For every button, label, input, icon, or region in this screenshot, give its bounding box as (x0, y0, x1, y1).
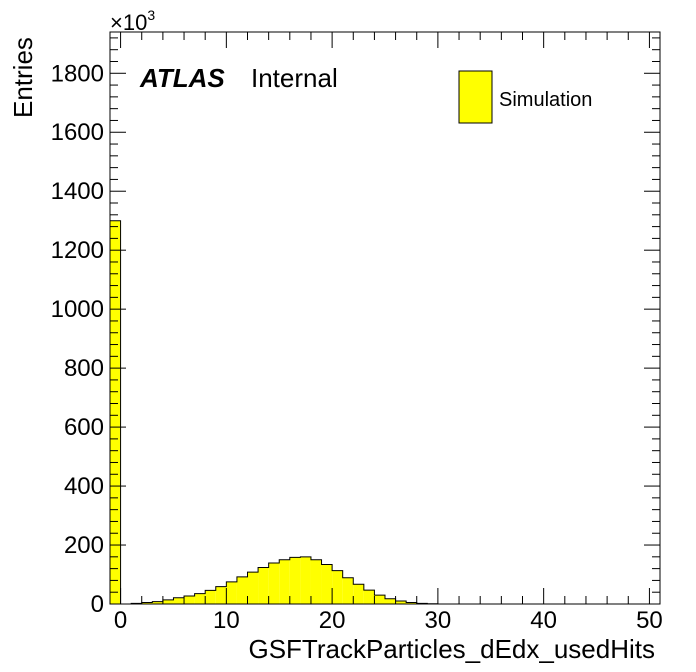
y-tick-label: 1400 (51, 178, 104, 205)
histogram-bar (236, 576, 248, 604)
y-multiplier-label: ×103 (110, 7, 155, 35)
histogram-bar (162, 599, 174, 604)
histogram-bar (194, 593, 206, 604)
histogram-bar (215, 586, 227, 604)
x-axis-label: GSFTrackParticles_dEdx_usedHits (248, 634, 655, 664)
y-tick-label: 1200 (51, 237, 104, 264)
histogram-bar (385, 598, 396, 604)
histogram-bar (289, 557, 301, 604)
histogram-bar (205, 590, 216, 604)
histogram-bar (184, 596, 195, 604)
axes-box (109, 31, 661, 605)
histogram-bar (247, 572, 259, 604)
x-tick-label: 10 (213, 607, 240, 634)
legend-entry-simulation: Simulation (499, 89, 592, 111)
histogram-bar (152, 601, 163, 604)
y-tick-label: 400 (64, 473, 104, 500)
y-tick-label: 200 (64, 532, 104, 559)
legend-swatch (458, 70, 493, 124)
histogram-bar (310, 559, 322, 604)
histogram-bar (363, 590, 375, 604)
atlas-label: ATLAS (139, 63, 225, 93)
histogram-bar (406, 602, 417, 604)
internal-label: Internal (251, 63, 338, 93)
histogram-bar (332, 570, 343, 604)
y-tick-label: 1600 (51, 119, 104, 146)
x-tick-label: 40 (530, 607, 557, 634)
histogram-bar (279, 559, 290, 604)
histogram-bar (395, 601, 407, 604)
x-tick-label: 0 (114, 607, 127, 634)
histogram-bar (342, 577, 354, 604)
histogram-bar (353, 584, 364, 604)
x-tick-label: 30 (425, 607, 452, 634)
axis-ticks: 0 200 400 600 800 1000 1200 1400 1600 1800 0 10 20 30… (51, 32, 663, 634)
y-tick-label: 1800 (51, 60, 104, 87)
x-tick-label: 20 (319, 607, 346, 634)
histogram-outline (109, 220, 660, 605)
histogram-bar (110, 220, 121, 604)
legend: Simulation (458, 70, 592, 124)
histogram-bar (300, 556, 311, 604)
plot-frame (109, 31, 661, 605)
histogram-bar (258, 567, 269, 604)
y-tick-label: 800 (64, 355, 104, 382)
histogram-bar (173, 597, 185, 604)
x-tick-label: 50 (636, 607, 663, 634)
histogram-bars (109, 220, 660, 605)
histogram-bar (226, 581, 237, 604)
y-tick-label: 600 (64, 414, 104, 441)
histogram-bar (141, 602, 153, 604)
y-axis-label: Entries (8, 37, 38, 118)
histogram-bar (374, 595, 385, 604)
histogram-bar (321, 564, 333, 604)
histogram-bar (268, 563, 280, 604)
y-tick-label: 1000 (51, 296, 104, 323)
y-tick-label: 0 (91, 591, 104, 618)
